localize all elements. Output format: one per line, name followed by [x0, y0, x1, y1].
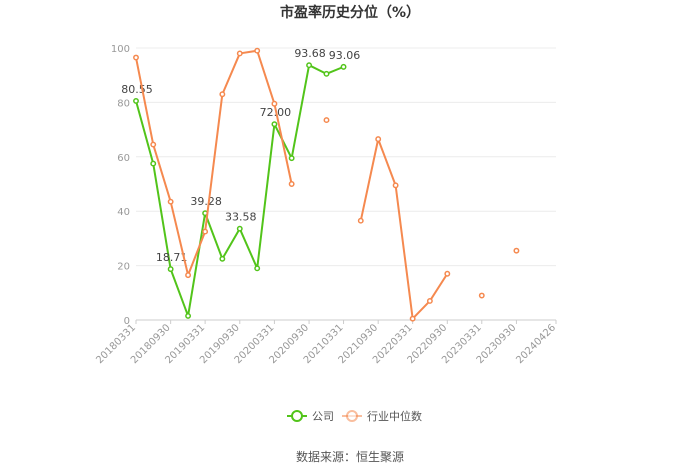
series-line — [359, 138, 449, 320]
legend[interactable]: 公司 行业中位数 — [287, 409, 422, 423]
data-source: 数据来源：恒生聚源 — [296, 449, 404, 464]
data-point[interactable] — [236, 50, 243, 57]
data-point[interactable] — [219, 91, 226, 98]
data-point[interactable] — [150, 160, 157, 167]
data-label: 93.68 — [294, 47, 326, 60]
data-point[interactable] — [306, 62, 313, 69]
data-point[interactable] — [150, 141, 157, 148]
data-point[interactable] — [133, 97, 139, 104]
data-point[interactable] — [271, 100, 278, 107]
y-tick-label: 0 — [124, 316, 130, 327]
data-point[interactable] — [392, 182, 399, 189]
grid: 0 20 40 60 80 100 — [111, 44, 556, 327]
data-point[interactable] — [167, 198, 174, 205]
data-point[interactable] — [167, 266, 174, 273]
series-line — [135, 49, 293, 277]
legend-label: 公司 — [312, 410, 334, 423]
y-tick-label: 100 — [111, 44, 130, 55]
data-point[interactable] — [409, 315, 416, 322]
y-tick-label: 20 — [117, 262, 130, 273]
data-label: 18.71 — [156, 251, 188, 264]
data-point[interactable] — [254, 47, 261, 54]
chart-title: 市盈率历史分位（%） — [280, 4, 420, 21]
data-point[interactable] — [426, 298, 433, 304]
data-point[interactable] — [219, 255, 226, 262]
data-point[interactable] — [185, 312, 192, 319]
legend-marker-icon — [291, 410, 303, 422]
legend-item-1[interactable]: 行业中位数 — [342, 409, 422, 423]
data-point[interactable] — [271, 121, 278, 128]
x-tick-label: 20240426 — [514, 322, 558, 366]
legend-item-0[interactable]: 公司 — [287, 410, 334, 423]
data-point[interactable] — [133, 54, 139, 61]
x-axis: 2018033120180930201903312019093020200331… — [94, 320, 558, 366]
data-point[interactable] — [185, 272, 192, 279]
data-point[interactable] — [236, 225, 243, 232]
data-point[interactable] — [340, 63, 347, 70]
data-label: 93.06 — [329, 49, 361, 62]
data-point[interactable] — [288, 181, 295, 187]
data-point[interactable] — [444, 270, 451, 277]
data-point[interactable] — [288, 155, 295, 162]
y-tick-label: 40 — [117, 207, 130, 218]
data-point[interactable] — [513, 247, 520, 254]
data-point[interactable] — [323, 117, 330, 124]
data-point[interactable] — [202, 228, 209, 235]
legend-label: 行业中位数 — [367, 409, 422, 423]
data-label: 39.28 — [190, 195, 222, 208]
data-point[interactable] — [375, 136, 382, 143]
data-point[interactable] — [478, 292, 485, 299]
series-1 — [133, 47, 520, 322]
y-tick-label: 80 — [117, 98, 130, 109]
data-point[interactable] — [357, 217, 364, 224]
data-label: 33.58 — [225, 211, 257, 224]
data-point[interactable] — [254, 265, 261, 272]
data-point[interactable] — [323, 70, 330, 77]
y-tick-label: 60 — [117, 153, 130, 164]
legend-marker-icon — [346, 410, 358, 422]
data-label: 80.55 — [121, 83, 153, 96]
